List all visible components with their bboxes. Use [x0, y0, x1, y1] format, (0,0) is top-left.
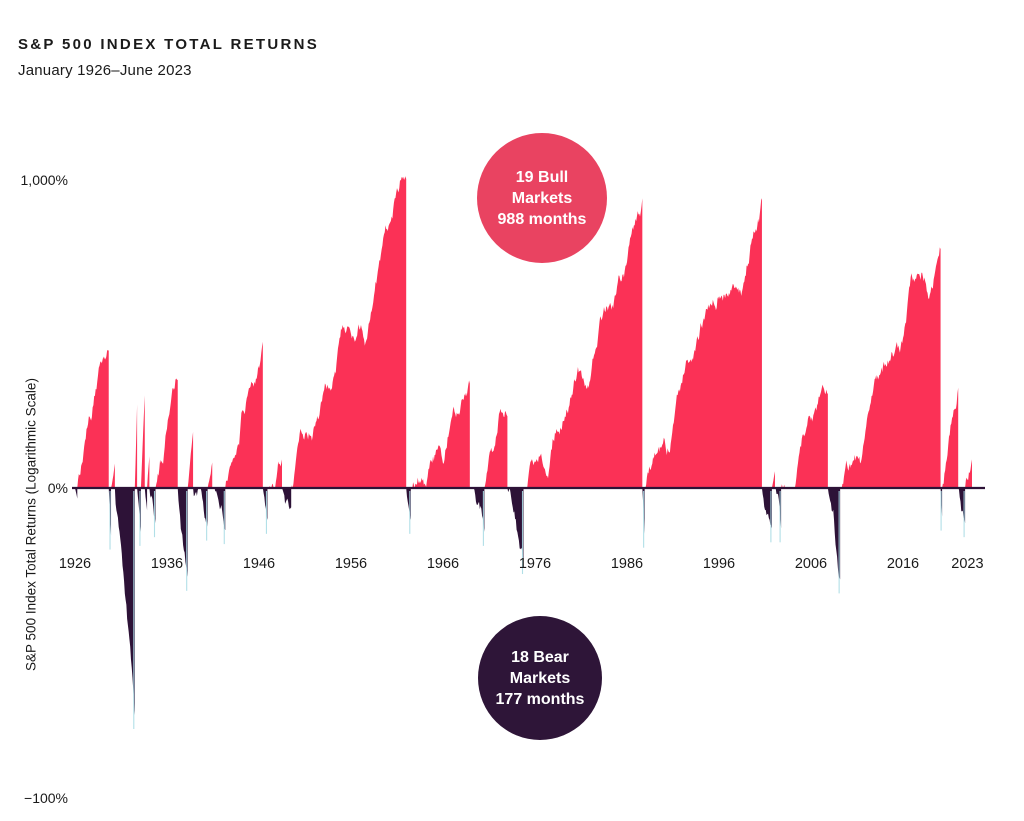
bear-market-area [212, 488, 226, 531]
bear-market-area [507, 488, 524, 561]
x-tick-label: 1966 [426, 556, 460, 572]
bear-market-area [193, 488, 208, 527]
bear-market-area [114, 488, 135, 716]
x-tick-label: 1926 [58, 556, 92, 572]
bull-market-area [771, 471, 775, 488]
bull-market-area [155, 378, 178, 488]
y-tick-0pct: 0% [47, 480, 68, 496]
bear-market-area [827, 488, 841, 580]
x-tick-label: 2016 [886, 556, 920, 572]
bear-market-area [144, 488, 148, 511]
bull-market-area [523, 198, 643, 489]
bear-markets-badge: 18 Bear Markets 177 months [478, 616, 602, 740]
bear-market-area [958, 488, 966, 524]
bull-badge-line-2: Markets [511, 189, 573, 207]
y-tick-minus100pct: −100% [24, 790, 68, 806]
bull-market-area [134, 404, 138, 488]
bull-market-area [410, 380, 470, 488]
x-tick-label: 2006 [794, 556, 828, 572]
bull-badge-line-3: 988 months [497, 210, 587, 228]
bull-market-area [140, 395, 145, 488]
x-tick-label: 1936 [150, 556, 184, 572]
bear-market-area [282, 488, 292, 510]
x-tick-label: 1946 [242, 556, 276, 572]
bull-market-area [207, 462, 213, 488]
y-tick-1000pct: 1,000% [20, 172, 68, 188]
page-title: S&P 500 INDEX TOTAL RETURNS [18, 36, 320, 53]
bear-badge-line-3: 177 months [495, 690, 585, 708]
bull-market-area [111, 463, 115, 488]
bull-market-area [267, 459, 282, 488]
x-tick-label: 1986 [610, 556, 644, 572]
bull-market-area [77, 349, 109, 488]
page-subtitle: January 1926–June 2023 [18, 62, 192, 79]
bull-markets-badge: 19 Bull Markets 988 months [477, 133, 607, 263]
bear-market-area [469, 488, 485, 532]
bull-market-area [840, 247, 941, 488]
bull-market-area [187, 431, 194, 488]
x-tick-label: 1956 [334, 556, 368, 572]
bull-market-area [147, 456, 150, 488]
bull-market-area [291, 176, 407, 488]
bull-market-area [965, 459, 972, 488]
bear-badge-line-1: 18 Bear [511, 648, 569, 666]
bull-market-area [781, 384, 828, 488]
bear-market-area [75, 488, 78, 499]
bull-badge-line-1: 19 Bull [515, 168, 569, 186]
bull-market-area [225, 341, 263, 488]
bear-market-area [177, 488, 188, 577]
x-tick-label: 1976 [518, 556, 552, 572]
bear-market-area [761, 488, 772, 529]
x-tick-label: 1996 [702, 556, 736, 572]
x-tick-label: 2023 [951, 556, 984, 572]
bull-market-area [644, 198, 762, 489]
bear-badge-line-2: Markets [509, 669, 571, 687]
bull-market-area [484, 408, 508, 488]
bull-market-area [942, 387, 959, 488]
